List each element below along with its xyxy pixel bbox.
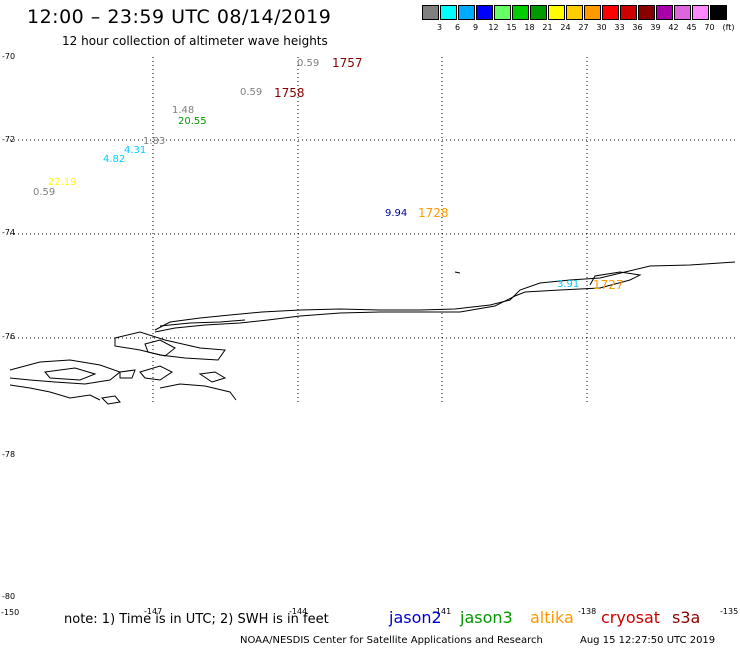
lat-label: -78 [2,450,16,459]
generated-timestamp: Aug 15 12:27:50 UTC 2019 [580,635,716,646]
units-note: note: 1) Time is in UTC; 2) SWH is in fe… [64,612,329,627]
wave-height-value: 1.48 [172,105,195,116]
colorbar-label: 15 [506,23,517,32]
coastline-fragment [9,384,101,401]
colorbar-label: 39 [650,23,661,32]
colorbar-swatch [566,5,583,20]
lat-label: -72 [2,135,16,144]
wave-height-value: 0.59 [297,58,320,69]
coastline-fragment [159,383,237,401]
colorbar-label: 45 [686,23,697,32]
lon-label: -150 [1,608,20,617]
lat-label: -74 [2,228,16,237]
colorbar-label: 36 [632,23,643,32]
colorbar-swatch [692,5,709,20]
colorbar-swatch [602,5,619,20]
satellite-legend-entry: jason2 [389,608,442,627]
wave-height-value: 0.59 [33,187,56,198]
island [144,339,176,357]
pass-time-label: 1728 [418,206,449,220]
map-subtitle: 12 hour collection of altimeter wave hei… [62,34,328,48]
colorbar-swatch [476,5,493,20]
colorbar-label: 9 [472,23,479,32]
coastline [9,261,736,405]
pass-time-label: 1758 [274,86,305,100]
island [44,367,97,381]
satellite-legend-entry: jason3 [460,608,513,627]
colorbar-swatch [548,5,565,20]
island [114,331,226,361]
wave-height-value: 22.19 [48,177,77,188]
graticule [10,57,735,405]
colorbar-label: 12 [488,23,499,32]
credit-line: NOAA/NESDIS Center for Satellite Applica… [240,635,543,646]
colorbar-swatch [674,5,691,20]
islet [454,271,461,274]
colorbar-swatch [458,5,475,20]
lon-label: -135 [720,607,739,616]
colorbar-swatch [422,5,439,20]
wave-height-value: 20.55 [178,116,207,127]
colorbar-swatch [494,5,511,20]
colorbar-label: 33 [614,23,625,32]
island [9,359,122,385]
colorbar-label: 24 [560,23,571,32]
colorbar-label: 6 [454,23,461,32]
wave-height-value: 4.82 [103,154,126,165]
wave-height-value: 9.94 [385,208,408,219]
map-title: 12:00 – 23:59 UTC 08/14/2019 [27,6,332,28]
satellite-legend-entry: altika [530,608,574,627]
colorbar-label: 27 [578,23,589,32]
satellite-legend-entry: cryosat [601,608,661,627]
island [139,365,173,381]
ice-shelf-edge [154,261,736,331]
colorbar-swatch [512,5,529,20]
colorbar-label: 70 [704,23,715,32]
island [119,369,136,379]
pass-time-label: 1727 [593,278,624,292]
pass-time-label: 1757 [332,56,363,70]
colorbar-label: 42 [668,23,679,32]
colorbar-swatch [710,5,727,20]
colorbar-swatch [440,5,457,20]
colorbar-swatch [656,5,673,20]
wave-height-value: 0.59 [240,87,263,98]
coastline-inner [154,271,642,333]
coastline-fragment [159,319,246,327]
lat-label: -80 [2,592,16,601]
lon-label: -141 [433,607,452,616]
wave-height-value: 1.83 [143,136,166,147]
colorbar-label: 18 [524,23,535,32]
colorbar-swatch [620,5,637,20]
wave-height-value: 4.31 [124,145,147,156]
colorbar-swatch [584,5,601,20]
colorbar-label: (ft) [722,23,735,32]
lat-label: -76 [2,332,16,341]
colorbar-label: 3 [436,23,443,32]
wave-height-value: 3.91 [557,279,580,290]
island [100,395,121,405]
lon-label: -138 [578,607,597,616]
colorbar-swatch [638,5,655,20]
colorbar-swatch [530,5,547,20]
lon-label: -144 [289,607,308,616]
island [198,371,227,383]
lon-label: -147 [144,607,163,616]
lat-label: -70 [2,52,16,61]
colorbar-label: 30 [596,23,607,32]
satellite-legend-entry: s3a [672,608,701,627]
colorbar-label: 21 [542,23,553,32]
